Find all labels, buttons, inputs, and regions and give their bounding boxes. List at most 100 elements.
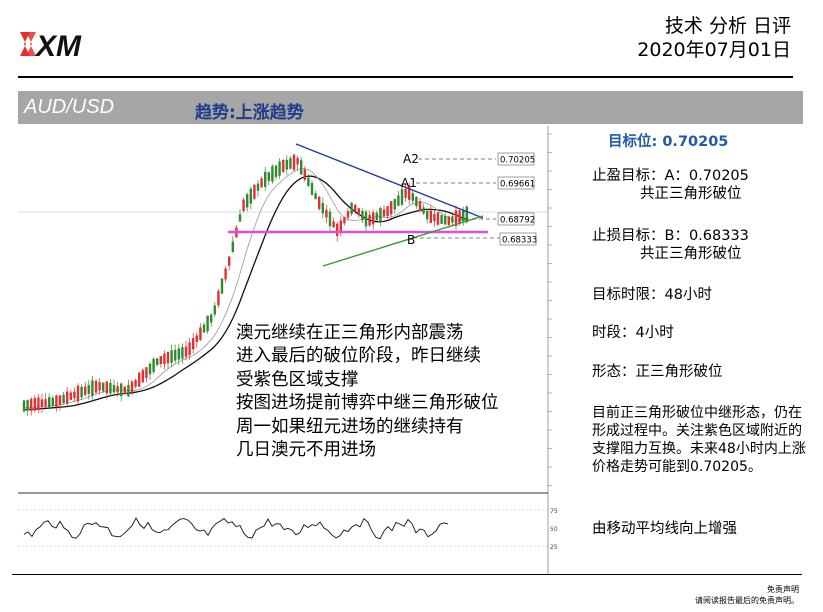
candles bbox=[22, 153, 468, 416]
candle-body bbox=[105, 381, 108, 394]
candle-body bbox=[26, 400, 29, 411]
stop-loss-line1: 止损目标：B：0.68333 bbox=[592, 228, 749, 244]
candle-body bbox=[462, 210, 465, 222]
candle-body bbox=[134, 380, 137, 387]
candle-body bbox=[94, 380, 98, 393]
oscillator-line bbox=[23, 517, 449, 540]
candle-body bbox=[321, 203, 324, 214]
overlay-line-2: 进入最后的破位阶段，昨日继续 bbox=[236, 346, 481, 367]
xm-logo: XM bbox=[20, 30, 82, 63]
candle-body bbox=[130, 381, 134, 393]
candle-body bbox=[228, 256, 231, 266]
candle-body bbox=[426, 210, 429, 220]
report-header: 技术 分析 日评 2020年07月01日 bbox=[637, 14, 791, 62]
candle-body bbox=[148, 363, 152, 375]
candle-body bbox=[375, 213, 378, 221]
box-a1-text: 0.69661 bbox=[500, 180, 535, 190]
candle-body bbox=[238, 214, 242, 222]
candle-body bbox=[62, 394, 65, 404]
candle-body bbox=[278, 161, 281, 176]
currency-pair: AUD/USD bbox=[24, 96, 115, 118]
candle-body bbox=[404, 188, 407, 198]
candle-body bbox=[188, 342, 191, 356]
footer-divider bbox=[12, 574, 802, 575]
candle-body bbox=[58, 395, 62, 406]
candle-body bbox=[206, 315, 209, 332]
candle-body bbox=[120, 383, 123, 397]
title-bar bbox=[18, 91, 803, 124]
pattern: 形态：正三角形破位 bbox=[592, 364, 723, 380]
candle-body bbox=[181, 347, 184, 359]
candle-body bbox=[192, 338, 195, 350]
disclaimer-text: 请阅读报告最后的免责声明。 bbox=[695, 596, 799, 605]
candle-body bbox=[310, 183, 314, 195]
candle-body bbox=[138, 372, 141, 387]
label-a2: A2 bbox=[403, 152, 419, 166]
candle-body bbox=[112, 385, 116, 393]
candle-body bbox=[285, 159, 288, 170]
candle-body bbox=[44, 399, 47, 407]
candle-body bbox=[69, 392, 72, 400]
candle-body bbox=[390, 201, 393, 215]
candle-body bbox=[37, 397, 40, 411]
candle-body bbox=[213, 305, 216, 315]
candle-body bbox=[429, 210, 432, 223]
candle-body bbox=[87, 385, 90, 394]
candle-body bbox=[184, 346, 188, 357]
candle-body bbox=[400, 189, 404, 205]
analysis-paragraph: 目前正三角形破位中继形态，仍在形成过程中。关注紫色区域附近的支撑阻力互换。未来4… bbox=[592, 405, 806, 475]
candle-body bbox=[465, 206, 468, 223]
overlay-line-4: 按图进场提前博弈中继三角形破位 bbox=[236, 393, 499, 414]
candle-body bbox=[357, 208, 360, 216]
osc-lower-label: 25 bbox=[550, 544, 558, 551]
osc-upper-label: 75 bbox=[550, 508, 558, 515]
candle-body bbox=[433, 213, 436, 222]
candle-body bbox=[386, 206, 389, 217]
candle-body bbox=[300, 160, 303, 175]
candle-body bbox=[166, 352, 170, 364]
box-b bbox=[499, 232, 537, 246]
candle-body bbox=[210, 314, 213, 323]
candle-body bbox=[73, 391, 76, 399]
candle-body bbox=[202, 324, 206, 333]
candle-body bbox=[109, 382, 112, 394]
trend-label: 趋势:上涨趋势 bbox=[195, 103, 304, 123]
candle-body bbox=[361, 210, 364, 220]
candle-body bbox=[336, 223, 339, 236]
candle-body bbox=[451, 216, 454, 223]
candle-body bbox=[30, 398, 33, 411]
candle-body bbox=[368, 214, 371, 226]
time-limit: 目标时限：48小时 bbox=[592, 287, 712, 303]
candle-body bbox=[267, 172, 270, 182]
candle-body bbox=[382, 209, 386, 217]
svg-text:XM: XM bbox=[34, 30, 82, 63]
disclaimer-title: 免责声明 bbox=[767, 585, 799, 594]
candle-body bbox=[289, 158, 292, 169]
candle-body bbox=[354, 204, 357, 212]
candle-body bbox=[397, 195, 400, 206]
candle-body bbox=[195, 335, 198, 342]
candle-body bbox=[156, 358, 159, 366]
candle-body bbox=[454, 210, 458, 226]
moving-averages bbox=[23, 168, 468, 411]
candle-body bbox=[141, 370, 144, 383]
candle-body bbox=[33, 398, 36, 411]
take-profit-line1: 止盈目标：A：0.70205 bbox=[592, 168, 749, 184]
candle-body bbox=[458, 210, 461, 224]
candle-body bbox=[422, 207, 425, 214]
candle-body bbox=[116, 386, 119, 393]
candle-body bbox=[177, 348, 180, 360]
timeframe: 时段：4小时 bbox=[592, 325, 674, 341]
candle-body bbox=[364, 211, 368, 227]
analysis-overlay: 澳元继续在正三角形内部震荡 进入最后的破位阶段，昨日继续 受紫色区域支撑 按图进… bbox=[236, 322, 499, 462]
candle-body bbox=[307, 177, 310, 187]
price-chart: A2 A1 B 0.70205 0.69661 0.68792 0.68333 … bbox=[18, 126, 578, 574]
candle-body bbox=[246, 194, 249, 208]
candle-body bbox=[84, 386, 87, 396]
candle-body bbox=[217, 290, 220, 306]
candle-body bbox=[174, 349, 177, 361]
candle-body bbox=[253, 184, 256, 199]
candle-body bbox=[328, 211, 332, 227]
candle-body bbox=[303, 169, 306, 180]
candle-body bbox=[339, 220, 342, 233]
